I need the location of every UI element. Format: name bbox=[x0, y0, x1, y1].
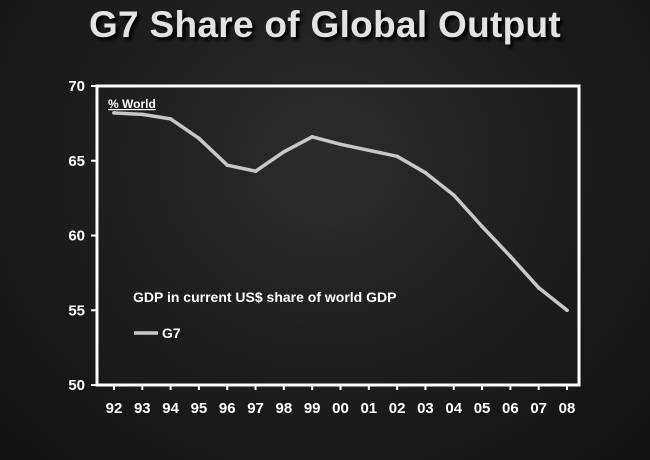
data-point-g7 bbox=[480, 224, 484, 229]
x-tick-label: 98 bbox=[276, 400, 293, 417]
data-point-g7 bbox=[451, 193, 456, 197]
data-point-g7 bbox=[367, 148, 371, 153]
x-tick-label: 05 bbox=[474, 400, 491, 417]
data-point-g7 bbox=[225, 163, 230, 168]
data-point-g7 bbox=[536, 286, 541, 290]
y-tick-label: 55 bbox=[68, 302, 85, 319]
x-tick-label: 04 bbox=[445, 400, 462, 417]
data-point-g7 bbox=[168, 117, 173, 121]
data-point-g7 bbox=[253, 169, 258, 174]
slide-title: G7 Share of Global Output bbox=[88, 4, 562, 45]
x-tick-label: 07 bbox=[530, 400, 547, 417]
x-tick-label: 94 bbox=[162, 400, 179, 417]
y-tick-label: 70 bbox=[68, 78, 85, 95]
data-point-g7 bbox=[423, 170, 428, 175]
x-tick-label: 02 bbox=[389, 400, 406, 417]
x-tick-label: 03 bbox=[417, 400, 434, 417]
y-tick-label: 60 bbox=[68, 228, 85, 245]
x-tick-label: 06 bbox=[502, 400, 519, 417]
x-tick-label: 92 bbox=[106, 400, 123, 417]
data-point-g7 bbox=[395, 154, 399, 159]
legend-label-g7: G7 bbox=[162, 325, 181, 341]
data-point-g7 bbox=[508, 254, 513, 259]
y-tick-label: 65 bbox=[68, 153, 85, 170]
data-point-g7 bbox=[338, 142, 343, 147]
data-point-g7 bbox=[112, 111, 116, 115]
x-axis: 92 93 94 95 96 97 98 99 00 01 02 03 04 05 06 07 08 bbox=[106, 385, 576, 417]
x-tick-label: 97 bbox=[247, 400, 264, 417]
x-tick-label: 01 bbox=[360, 400, 377, 417]
x-tick-label: 99 bbox=[304, 400, 321, 417]
x-tick-label: 93 bbox=[134, 400, 151, 417]
data-point-g7 bbox=[197, 136, 201, 141]
x-tick-label: 00 bbox=[332, 400, 349, 417]
data-point-g7 bbox=[282, 149, 286, 154]
legend: G7 bbox=[134, 325, 181, 341]
x-tick-label: 95 bbox=[191, 400, 208, 417]
x-tick-label: 08 bbox=[559, 400, 576, 417]
y-axis: 50 55 60 65 70 bbox=[68, 78, 97, 394]
data-point-g7 bbox=[310, 135, 314, 139]
y-axis-unit-label: % World bbox=[108, 97, 156, 111]
series-points-g7 bbox=[112, 111, 569, 313]
y-tick-label: 50 bbox=[68, 377, 85, 394]
x-tick-label: 96 bbox=[219, 400, 236, 417]
chart-annotation: GDP in current US$ share of world GDP bbox=[133, 289, 396, 305]
data-point-g7 bbox=[565, 308, 569, 313]
data-point-g7 bbox=[140, 112, 145, 117]
